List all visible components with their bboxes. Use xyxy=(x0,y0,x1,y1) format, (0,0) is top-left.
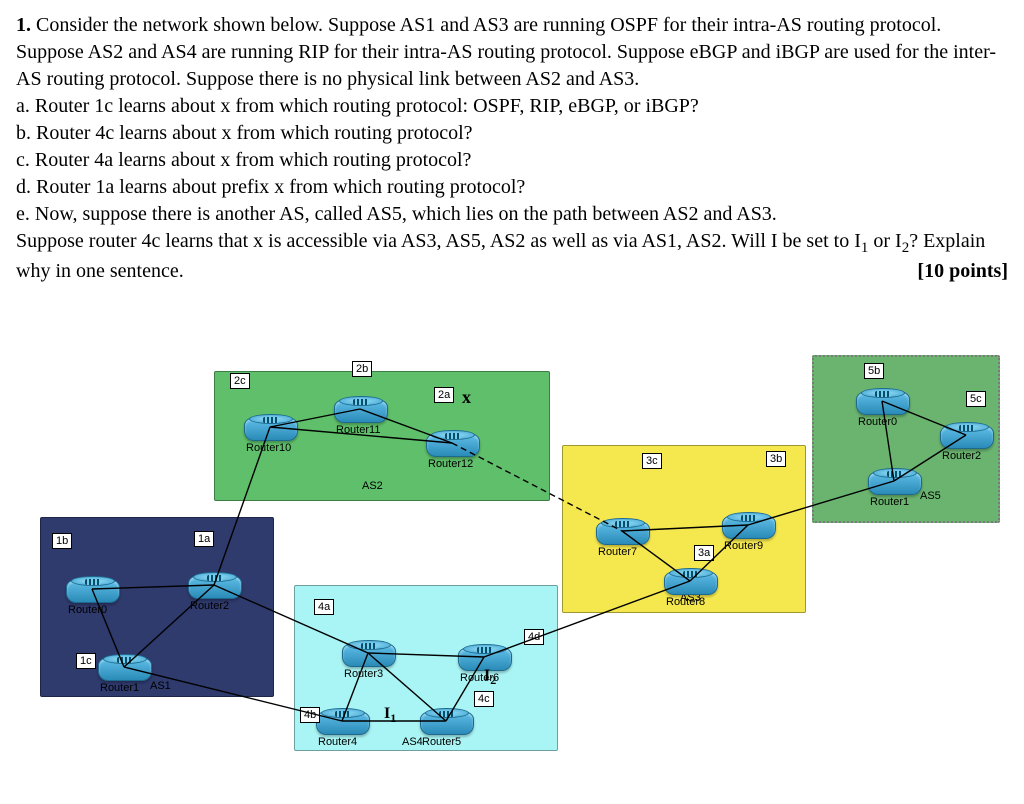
router-name-rA1: Router1 xyxy=(870,495,909,510)
router-r5 xyxy=(420,711,474,735)
port-p2a: 2a xyxy=(434,387,454,403)
port-p5c: 5c xyxy=(966,391,986,407)
port-p2c: 2c xyxy=(230,373,250,389)
port-p3a: 3a xyxy=(694,545,714,561)
router-r9 xyxy=(722,515,776,539)
question-e1: e. Now, suppose there is another AS, cal… xyxy=(16,201,1008,228)
router-r11 xyxy=(334,399,388,423)
router-name-r12: Router12 xyxy=(428,457,473,472)
router-rA0 xyxy=(856,391,910,415)
question-number: 1. xyxy=(16,14,31,36)
router-r12 xyxy=(426,433,480,457)
router-rA1 xyxy=(868,471,922,495)
label-I1: I1 xyxy=(384,703,396,726)
router-r4 xyxy=(316,711,370,735)
router-r3 xyxy=(342,643,396,667)
question-intro: Consider the network shown below. Suppos… xyxy=(16,14,996,90)
router-r2 xyxy=(188,575,242,599)
router-rA2 xyxy=(940,425,994,449)
router-name-r4: Router4 xyxy=(318,735,357,750)
router-r8 xyxy=(664,571,718,595)
router-name-rA2: Router2 xyxy=(942,449,981,464)
port-p1b: 1b xyxy=(52,533,72,549)
network-diagram: AS1AS2AS3AS4AS5Router0Router1Router2Rout… xyxy=(16,313,1006,773)
router-name-r5: Router5 xyxy=(422,735,461,750)
router-name-r10: Router10 xyxy=(246,441,291,456)
question-e2: Suppose router 4c learns that x is acces… xyxy=(16,228,1008,285)
question-text: 1. Consider the network shown below. Sup… xyxy=(16,12,1008,285)
question-b: b. Router 4c learns about x from which r… xyxy=(16,120,1008,147)
router-name-rA0: Router0 xyxy=(858,415,897,430)
router-name-r11: Router11 xyxy=(336,423,380,438)
port-p1c: 1c xyxy=(76,653,96,669)
router-name-r0: Router0 xyxy=(68,603,107,618)
router-name-r8: Router8 xyxy=(666,595,705,610)
router-name-r7: Router7 xyxy=(598,545,637,560)
as-label-as2: AS2 xyxy=(362,479,383,494)
router-r10 xyxy=(244,417,298,441)
port-p4a: 4a xyxy=(314,599,334,615)
router-r0 xyxy=(66,579,120,603)
router-name-r9: Router9 xyxy=(724,539,763,554)
router-name-r3: Router3 xyxy=(344,667,383,682)
as-label-as4: AS4 xyxy=(402,735,423,750)
question-a: a. Router 1c learns about x from which r… xyxy=(16,93,1008,120)
router-r1 xyxy=(98,657,152,681)
label-I2: I2 xyxy=(484,665,496,688)
port-p2b: 2b xyxy=(352,361,372,377)
question-c: c. Router 4a learns about x from which r… xyxy=(16,147,1008,174)
label-x: x xyxy=(462,385,471,409)
as-label-as1: AS1 xyxy=(150,679,171,694)
port-p1a: 1a xyxy=(194,531,214,547)
router-name-r2: Router2 xyxy=(190,599,229,614)
port-p5b: 5b xyxy=(864,363,884,379)
points-label: [10 points] xyxy=(917,258,1008,285)
port-p3c: 3c xyxy=(642,453,662,469)
router-r7 xyxy=(596,521,650,545)
router-name-r1: Router1 xyxy=(100,681,139,696)
port-p4c: 4c xyxy=(474,691,494,707)
question-d: d. Router 1a learns about prefix x from … xyxy=(16,174,1008,201)
as-label-as5: AS5 xyxy=(920,489,941,504)
port-p4d: 4d xyxy=(524,629,544,645)
port-p3b: 3b xyxy=(766,451,786,467)
port-p4b: 4b xyxy=(300,707,320,723)
